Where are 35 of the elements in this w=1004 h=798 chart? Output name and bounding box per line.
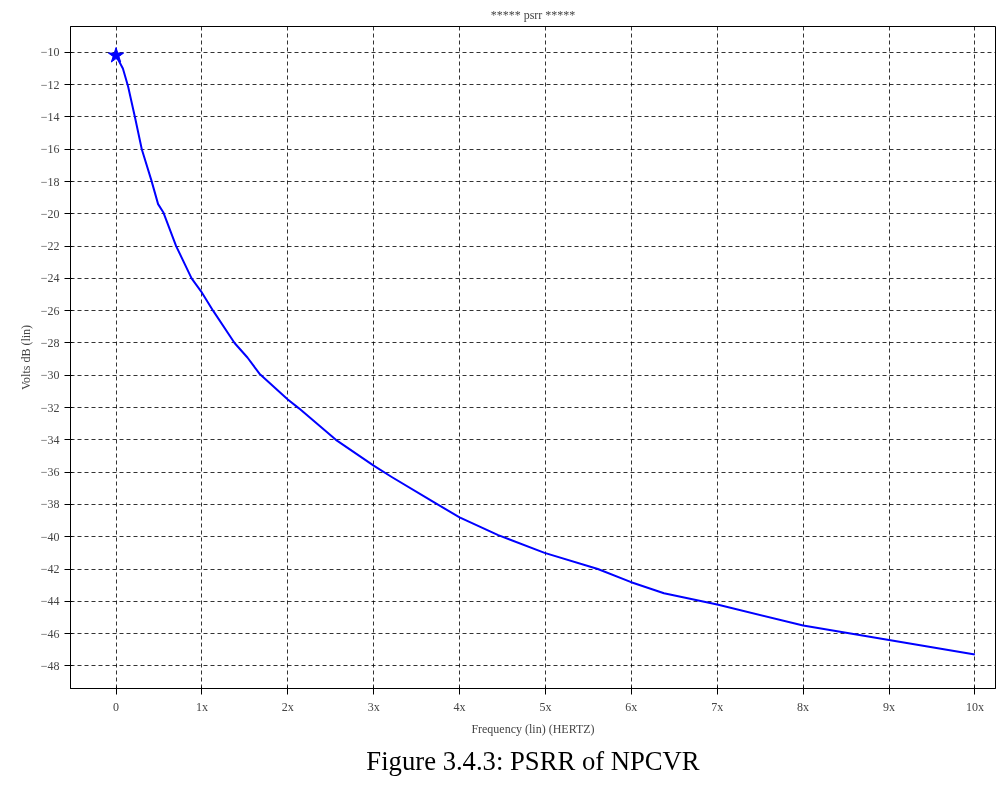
y-axis-title: Volts dB (lin) [18, 324, 33, 391]
x-tick-label: 9x [883, 699, 895, 714]
x-axis-title: Frequency (lin) (HERTZ) [471, 721, 595, 736]
y-tick-label: −40 [40, 529, 60, 544]
y-tick-label: −20 [40, 206, 60, 221]
x-tick-label: 5x [539, 699, 552, 714]
y-tick-label: −32 [40, 400, 60, 415]
x-tick-label: 6x [625, 699, 638, 714]
x-tick-label: 4x [453, 699, 466, 714]
y-tick-label: −12 [40, 77, 60, 92]
y-tick-label: −44 [40, 594, 60, 609]
y-tick-label: −48 [40, 658, 60, 673]
y-tick-label: −36 [40, 465, 60, 480]
chart-title: ***** psrr ***** [490, 7, 576, 22]
y-tick-label: −46 [40, 626, 60, 641]
y-tick-label: −26 [40, 303, 60, 318]
x-tick-label: 7x [711, 699, 724, 714]
y-tick-label: −14 [40, 109, 60, 124]
x-tick-label: 8x [797, 699, 810, 714]
y-tick-label: −16 [40, 142, 60, 157]
y-tick-label: −38 [40, 497, 60, 512]
y-tick-label: −10 [40, 45, 60, 60]
x-tick-label: 3x [367, 699, 380, 714]
x-tick-label: 1x [195, 699, 208, 714]
y-tick-label: −18 [40, 174, 60, 189]
y-tick-label: −24 [40, 271, 60, 286]
x-tick-label: 10x [965, 699, 984, 714]
x-tick-label: 2x [281, 699, 294, 714]
y-tick-label: −30 [40, 368, 60, 383]
caption: Figure 3.4.3: PSRR of NPCVR [366, 745, 700, 776]
y-tick-label: −42 [40, 562, 60, 577]
y-tick-label: −28 [40, 335, 60, 350]
y-tick-label: −34 [40, 432, 60, 447]
x-tick-label: 0 [113, 699, 120, 714]
y-tick-label: −22 [40, 239, 60, 254]
